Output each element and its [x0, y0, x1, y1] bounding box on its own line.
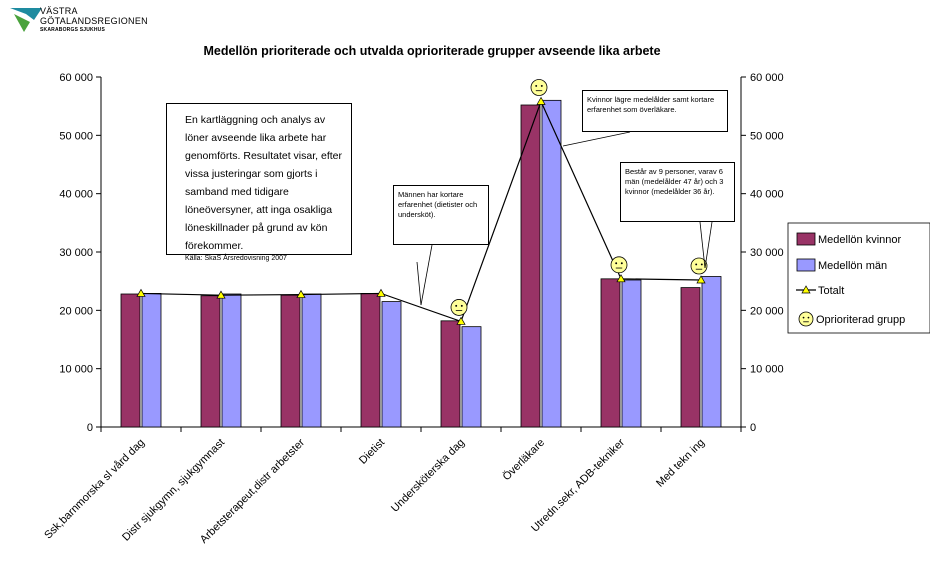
bar-men: [621, 279, 642, 428]
face-eye: [802, 316, 805, 319]
note-overlakare: Kvinnor lägre medelålder samt kortare er…: [582, 90, 728, 132]
face-eye: [615, 262, 618, 265]
bar-women: [680, 287, 701, 428]
y-tick-label-left: 30 000: [59, 247, 93, 259]
y-tick-label-right: 60 000: [750, 72, 784, 84]
y-tick-label-left: 50 000: [59, 130, 93, 142]
logo-line-1: VÄSTRA: [40, 6, 78, 16]
note-medtekn-text: Består av 9 personer, varav 6 män (medel…: [625, 167, 724, 196]
analysis-note-box: En kartläggning och analys av löner avse…: [166, 103, 352, 262]
y-tick-label-right: 30 000: [750, 247, 784, 259]
face-eye: [535, 84, 538, 87]
callout-pointer-underskoterska: [416, 261, 422, 306]
face-eye: [807, 316, 810, 319]
organization-logo: VÄSTRA GÖTALANDSREGIONEN SKARABORGS SJUK…: [8, 4, 188, 38]
logo-mark-icon: [10, 8, 42, 32]
total-marker: [136, 288, 146, 297]
logo-line-3: SKARABORGS SJUKHUS: [40, 27, 105, 33]
total-marker: [696, 275, 706, 284]
bar-men: [141, 293, 162, 428]
callout-pointer-overlakare: [562, 131, 631, 147]
legend-label: Oprioriterad grupp: [816, 314, 905, 326]
note-underskoterska-text: Männen har kortare erfarenhet (dietister…: [398, 190, 478, 219]
face-eye: [700, 263, 703, 266]
bar-men: [541, 99, 562, 428]
bar-women: [600, 278, 621, 428]
analysis-note-source: Källa: SkaS Årsredovisning 2007: [185, 255, 287, 262]
note-underskoterska: Männen har kortare erfarenhet (dietister…: [393, 185, 489, 245]
legend-marker: [801, 285, 811, 294]
bar-men: [301, 293, 322, 428]
bar-women: [440, 320, 461, 428]
unprioritized-group-icon: [450, 299, 468, 316]
face-eye: [695, 263, 698, 266]
total-marker: [456, 316, 466, 325]
note-medtekn: Består av 9 personer, varav 6 män (medel…: [620, 162, 735, 222]
bar-women: [520, 104, 541, 428]
legend-unprioritized-icon: [798, 311, 814, 327]
callout-pointer-medtekn: [699, 221, 706, 269]
callout-pointer-underskoterska: [420, 244, 433, 306]
bar-women: [280, 294, 301, 428]
y-tick-label-right: 40 000: [750, 189, 784, 201]
total-marker: [536, 96, 546, 105]
x-tick-label: Utredn.sekr, ADB-tekniker: [529, 436, 627, 534]
total-marker: [216, 290, 226, 299]
y-tick-label-right: 10 000: [750, 364, 784, 376]
y-tick-label-left: 20 000: [59, 305, 93, 317]
y-tick-label-left: 10 000: [59, 364, 93, 376]
unprioritized-group-icon: [690, 257, 708, 275]
unprioritized-group-icon: [610, 256, 628, 274]
legend-label: Medellön kvinnor: [818, 234, 901, 246]
total-series-line: [140, 99, 702, 323]
bar-men: [381, 301, 402, 428]
total-marker: [296, 289, 306, 298]
bar-men: [221, 293, 242, 428]
legend-swatch: [796, 232, 816, 246]
callout-lines: [416, 131, 713, 306]
y-tick-label-left: 60 000: [59, 72, 93, 84]
legend: Medellön kvinnor Medellön män Totalt Oprior…: [787, 222, 930, 334]
y-tick-label-right: 20 000: [750, 305, 784, 317]
y-tick-label-right: 50 000: [750, 130, 784, 142]
x-tick-label: Undersköterska dag: [389, 437, 467, 515]
face-eye: [620, 262, 623, 265]
x-tick-label: Dietist: [357, 437, 387, 467]
legend-label: Medellön män: [818, 260, 887, 272]
logo-line-2: GÖTALANDSREGIONEN: [40, 16, 148, 26]
analysis-note-text: En kartläggning och analys av löner avse…: [185, 114, 342, 252]
total-line: [136, 79, 708, 325]
legend-swatch: [796, 258, 816, 272]
bar-women: [200, 295, 221, 428]
x-tick-label: Överläkare: [501, 437, 548, 484]
callout-pointer-medtekn: [704, 221, 713, 269]
unprioritized-group-icon: [530, 79, 548, 96]
face-eye: [455, 304, 458, 307]
face-eye: [460, 304, 463, 307]
legend-label: Totalt: [818, 285, 844, 297]
y-tick-label-left: 40 000: [59, 189, 93, 201]
bar-women: [360, 293, 381, 428]
face-eye: [540, 84, 543, 87]
total-marker: [376, 288, 386, 297]
bars: [120, 99, 722, 428]
chart-title: Medellön prioriterade och utvalda oprior…: [203, 44, 660, 58]
bar-men: [461, 326, 482, 428]
bar-men: [701, 276, 722, 428]
y-tick-label-right: 0: [750, 422, 756, 434]
axes: 0 0 10 000 10 000 20 000 20 000 30 000 30 000 40…: [59, 72, 783, 434]
total-marker: [616, 274, 626, 283]
x-tick-label: Med tekn ing: [654, 437, 707, 490]
note-overlakare-text: Kvinnor lägre medelålder samt kortare er…: [587, 95, 715, 114]
bar-women: [120, 293, 141, 428]
y-tick-label-left: 0: [87, 422, 93, 434]
